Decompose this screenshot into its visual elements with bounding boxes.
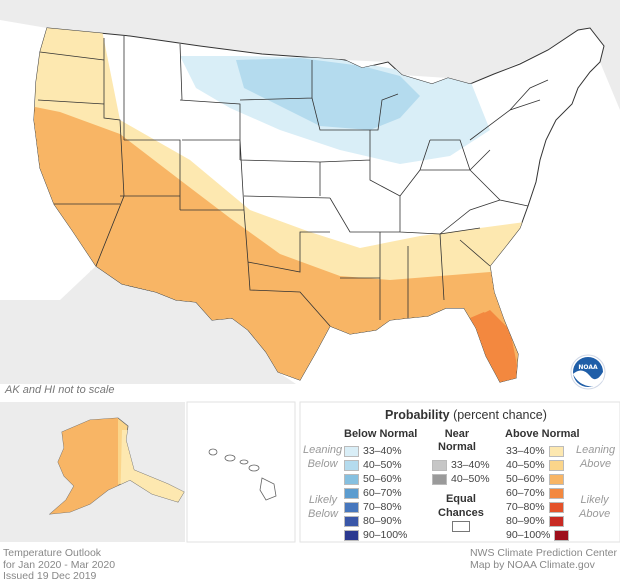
equal-chances-swatch <box>452 521 470 532</box>
russia-land <box>0 402 32 542</box>
footer-left: Temperature Outlook for Jan 2020 - Mar 2… <box>3 547 116 583</box>
above-normal-label: 70–80% <box>506 501 545 513</box>
below-normal-row: 33–40% <box>344 445 402 457</box>
below-normal-label: 60–70% <box>363 487 402 499</box>
below-normal-row: 40–50% <box>344 459 402 471</box>
florida-fill <box>470 312 516 382</box>
above-normal-swatch <box>548 515 564 527</box>
likely-above-label: Likely Above <box>579 493 610 521</box>
above-normal-label: 33–40% <box>506 445 545 457</box>
footer-title: Temperature Outlook <box>3 547 102 559</box>
above-normal-row: 40–50% <box>506 459 564 471</box>
footer-credit-cpc: NWS Climate Prediction Center <box>469 547 617 559</box>
below-normal-swatch <box>344 501 359 513</box>
above-normal-row: 80–90% <box>506 515 564 527</box>
above-normal-label: 40–50% <box>506 459 545 471</box>
below-normal-swatch <box>344 445 359 457</box>
legend-title-bold: Probability <box>385 408 450 422</box>
state-borders <box>37 36 549 327</box>
below-normal-swatch <box>344 473 359 485</box>
below-normal-label: 70–80% <box>363 501 402 513</box>
above-normal-label: 50–60% <box>506 473 545 485</box>
hawaii-inset <box>186 401 296 543</box>
leaning-above-line1: Leaning <box>576 444 616 456</box>
below-normal-header: Below Normal <box>344 428 418 440</box>
likely-below-line1: Likely <box>308 494 338 506</box>
svg-text:NOAA: NOAA <box>578 364 598 371</box>
leaning-above-label: Leaning Above <box>576 443 615 471</box>
noaa-logo: NOAA <box>570 354 606 390</box>
below-normal-label: 33–40% <box>363 445 402 457</box>
below-normal-label: 80–90% <box>363 515 402 527</box>
above-normal-swatch <box>548 487 564 499</box>
below-normal-row: 70–80% <box>344 501 402 513</box>
equal-chances-line1: Equal <box>445 493 476 505</box>
footer-period: for Jan 2020 - Mar 2020 <box>3 558 116 571</box>
near-normal-swatch <box>432 473 447 485</box>
above-normal-row: 90–100% <box>506 529 570 541</box>
below-normal-label: 90–100% <box>363 529 408 541</box>
likely-above-line2: Above <box>579 508 611 520</box>
equal-chances-label: Equal Chances <box>438 492 484 520</box>
near-normal-label: 33–40% <box>451 459 490 471</box>
below-normal-swatch <box>344 487 359 499</box>
below-normal-swatch <box>344 529 359 541</box>
above-normal-label: 80–90% <box>506 515 545 527</box>
below-normal-swatch <box>344 515 359 527</box>
legend-title-rest: (percent chance) <box>449 408 547 422</box>
below-normal-label: 40–50% <box>363 459 402 471</box>
equal-chances-line2: Chances <box>438 507 484 519</box>
footer-issued: Issued 19 Dec 2019 <box>3 570 97 582</box>
likely-below-line2: Below <box>308 508 338 520</box>
near-normal-header: Near Normal <box>438 428 476 454</box>
above-normal-label: 90–100% <box>506 529 551 541</box>
above-normal-header: Above Normal <box>505 428 580 440</box>
hawaii-islands <box>208 448 277 501</box>
near-header-line1: Near <box>444 428 470 440</box>
baja-land <box>90 270 130 370</box>
above-normal-row: 50–60% <box>506 473 564 485</box>
below-normal-label: 50–60% <box>363 473 402 485</box>
below-normal-row: 90–100% <box>344 529 407 541</box>
below-40-50-region <box>236 58 420 130</box>
leaning-below-line2: Below <box>307 458 338 470</box>
above-normal-label: 60–70% <box>506 487 545 499</box>
likely-below-label: Likely Below <box>308 493 338 521</box>
scale-note: AK and HI not to scale <box>5 384 115 396</box>
near-normal-swatch <box>432 459 447 471</box>
leaning-below-label: Leaning Below <box>303 443 342 471</box>
above-normal-row: 70–80% <box>506 501 564 513</box>
below-normal-row: 80–90% <box>344 515 402 527</box>
near-normal-label: 40–50% <box>451 473 490 485</box>
above-normal-swatch <box>554 529 570 541</box>
above-normal-row: 33–40% <box>506 445 564 457</box>
mexico-land <box>0 266 296 384</box>
above-normal-swatch <box>548 473 564 485</box>
above-normal-swatch <box>548 501 564 513</box>
below-normal-row: 60–70% <box>344 487 402 499</box>
leaning-above-line2: Above <box>579 458 612 470</box>
legend-title: Probability (percent chance) <box>385 408 547 422</box>
footer-credit-map: Map by NOAA Climate.gov <box>469 558 595 571</box>
footer-right: NWS Climate Prediction Center Map by NOA… <box>469 547 617 571</box>
near-header-line2: Normal <box>438 441 476 453</box>
above-normal-swatch <box>548 445 564 457</box>
leaning-below-line1: Leaning <box>303 444 343 456</box>
below-normal-swatch <box>344 459 359 471</box>
above-normal-row: 60–70% <box>506 487 564 499</box>
near-normal-row: 33–40% <box>432 459 490 471</box>
near-normal-row: 40–50% <box>432 473 490 485</box>
likely-above-line1: Likely <box>580 494 609 506</box>
below-normal-row: 50–60% <box>344 473 402 485</box>
above-normal-swatch <box>548 459 564 471</box>
